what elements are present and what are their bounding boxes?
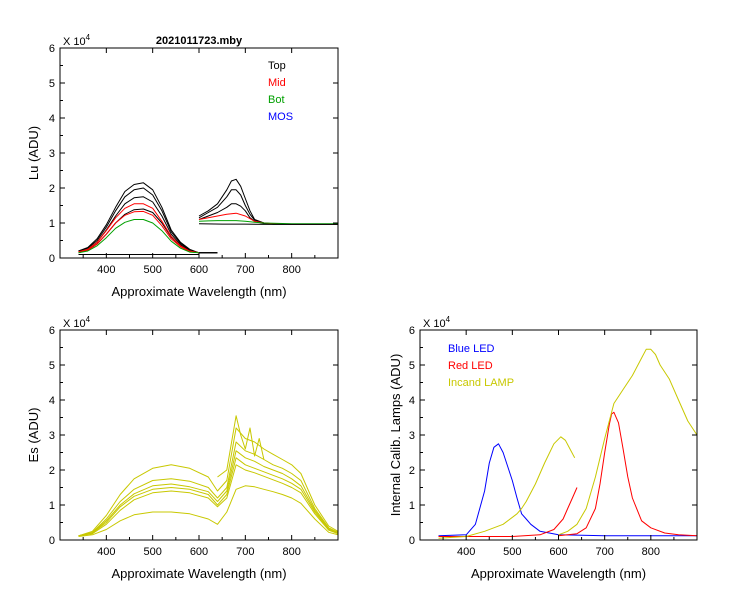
lu-x-tick-label: 800 [282,264,300,276]
lamps-series-incand-lamp [558,348,697,536]
es-y-tick-label: 1 [49,500,55,512]
lamps-y-tick-label: 2 [409,465,415,477]
es-y-tick-label: 4 [49,395,55,407]
lu-x-tick-label: 600 [190,264,208,276]
lu-x-tick-label: 700 [236,264,254,276]
lu-y-tick-label: 5 [49,78,55,90]
lu-series-top-2 [78,187,218,254]
lu-series-mid-3 [198,212,338,225]
es-y-tick-label: 2 [49,465,55,477]
es-x-tick-label: 700 [236,546,254,558]
es-y-tick-label: 0 [49,535,55,547]
lu-y-multiplier-exp: 4 [86,33,91,42]
lu-y-tick-label: 6 [49,43,55,55]
es-series-es-4 [78,457,338,537]
lu-y-tick-label: 1 [49,218,55,230]
lu-x-tick-label: 400 [97,264,115,276]
es-series-es-3 [78,450,338,537]
lamps-y-multiplier: X 104 [423,315,451,330]
lamps-series-blue-led [438,443,697,537]
lamps-x-tick-label: 600 [549,546,567,558]
es-x-tick-label: 500 [143,546,161,558]
lamps-legend-blue-led: Blue LED [448,343,495,355]
figure-title: 2021011723.mby [156,35,243,47]
es-y-multiplier: X 104 [63,315,91,330]
lamps-x-tick-label: 800 [642,546,660,558]
es-x-tick-label: 400 [97,546,115,558]
lu-y-multiplier: X 104 [63,33,91,48]
lamps-x-tick-label: 500 [503,546,521,558]
es-x-tick-label: 600 [190,546,208,558]
es-series-group [78,415,338,537]
es-series-es-1 [78,427,338,537]
lamps-chart: 400 500 600 700 800 0 1 2 3 4 5 6 X 104 Approximate W… [388,315,698,581]
lamps-y-tick-label: 3 [409,430,415,442]
lu-series-group [78,178,338,255]
lu-series-dark [198,223,338,225]
lu-legend-mid: Mid [268,77,286,89]
lu-y-tick-label: 0 [49,253,55,265]
lu-series-mid-2 [78,210,200,254]
lamps-series-incand-short- [438,436,576,539]
es-chart: 400 500 600 700 800 0 1 2 3 4 5 6 X 104 Approximate W… [26,315,339,581]
lu-series-top-5 [198,178,338,225]
lu-series-top-4 [78,208,218,254]
lamps-y-tick-label: 4 [409,395,415,407]
lu-y-tick-label: 3 [49,148,55,160]
lu-y-tick-label: 4 [49,113,55,125]
lamps-y-axis-label: Internal Calib. Lamps (ADU) [388,354,403,517]
lu-series-top-6 [198,189,338,225]
lamps-legend-red-led: Red LED [448,360,493,372]
lamps-x-tick-label: 400 [457,546,475,558]
es-y-tick-label: 3 [49,430,55,442]
es-series-es-5 [78,464,338,537]
es-y-axis-label: Es (ADU) [26,408,41,463]
lamps-series-group [438,348,697,539]
lu-chart: 400 500 600 700 800 0 1 2 3 4 5 6 X 104 Approximate W… [26,33,339,299]
es-y-multiplier-exp: 4 [86,315,91,324]
lamps-x-axis-label: Approximate Wavelength (nm) [471,566,646,581]
lu-legend-bot: Bot [268,94,285,106]
es-series-es-6 [78,485,338,537]
lamps-y-tick-label: 0 [409,535,415,547]
lu-series-mid-1 [78,203,200,254]
lamps-y-tick-label: 5 [409,360,415,372]
es-y-tick-label: 5 [49,360,55,372]
lamps-y-tick-label: 6 [409,325,415,337]
lu-x-axis-label: Approximate Wavelength (nm) [111,284,286,299]
es-series-es-2 [78,441,338,537]
lamps-series-red-led [558,411,697,537]
lamps-y-multiplier-exp: 4 [446,315,451,324]
es-y-tick-label: 6 [49,325,55,337]
lu-y-axis-label: Lu (ADU) [26,126,41,180]
lu-plot-frame [59,47,339,259]
lu-y-tick-label: 2 [49,183,55,195]
lu-series-bot-2 [198,220,338,225]
lu-series-bot-1 [78,219,200,254]
es-plot-frame [59,329,339,541]
lu-legend-mos: MOS [268,111,293,123]
lu-x-tick-label: 500 [143,264,161,276]
lu-legend-top: Top [268,60,286,72]
lamps-legend-incand-lamp: Incand LAMP [448,377,514,389]
lamps-series-red-led-short- [438,487,578,537]
es-x-axis-label: Approximate Wavelength (nm) [111,566,286,581]
lamps-x-tick-label: 700 [595,546,613,558]
es-x-tick-label: 800 [282,546,300,558]
es-series-es-7 [217,415,265,478]
lamps-y-tick-label: 1 [409,500,415,512]
